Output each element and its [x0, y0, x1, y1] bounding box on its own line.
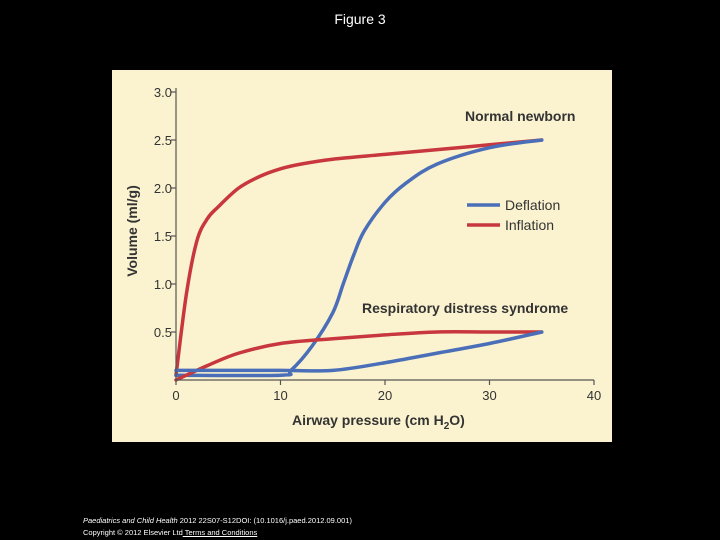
slide-title: Figure 3 [334, 11, 386, 27]
figure-panel: 0.5 1.0 1.5 2.0 2.5 3.0 0 10 20 30 40 Normal newbo… [112, 70, 612, 442]
journal-name: Paediatrics and Child Health [83, 516, 178, 525]
x-axis-title-subscript: 2 [444, 421, 450, 432]
citation-text: 2012 22S07-S12DOI: (10.1016/j.paed.2012.… [177, 516, 352, 525]
series-respiratory-distress-syndrome-inflation [174, 330, 544, 382]
y-tick-label: 2.0 [154, 181, 172, 196]
y-tick-label: 2.5 [154, 133, 172, 148]
series-respiratory-distress-syndrome-deflation [174, 330, 544, 373]
series-normal-newborn-deflation [174, 138, 544, 378]
x-tick-label: 10 [273, 388, 287, 403]
copyright-text: Copyright © 2012 Elsevier Ltd [83, 528, 183, 537]
curves-layer [174, 138, 544, 382]
series-normal-newborn-inflation [174, 138, 544, 377]
x-axis-title-tail: O) [449, 412, 465, 428]
axes-layer: 0.5 1.0 1.5 2.0 2.5 3.0 0 10 20 30 40 [154, 85, 601, 403]
annotation-normal-newborn: Normal newborn [465, 108, 575, 124]
y-tick-label: 1.5 [154, 229, 172, 244]
x-axis-title-main: Airway pressure (cm H [292, 412, 444, 428]
x-tick-label: 40 [587, 388, 601, 403]
x-tick-label: 0 [172, 388, 179, 403]
pressure-volume-chart: 0.5 1.0 1.5 2.0 2.5 3.0 0 10 20 30 40 Normal newbo… [124, 85, 601, 432]
x-axis-title: Airway pressure (cm H2O) [292, 412, 465, 432]
copyright-line: Copyright © 2012 Elsevier Ltd Terms and … [83, 528, 257, 537]
annotation-rds: Respiratory distress syndrome [362, 300, 568, 316]
legend: Deflation Inflation [467, 197, 560, 233]
y-tick-label: 1.0 [154, 277, 172, 292]
y-tick-label: 3.0 [154, 85, 172, 100]
y-tick-label: 0.5 [154, 325, 172, 340]
x-tick-label: 30 [482, 388, 496, 403]
terms-link[interactable]: Terms and Conditions [182, 528, 258, 537]
legend-deflation-label: Deflation [505, 197, 560, 213]
citation-line: Paediatrics and Child Health 2012 22S07-… [83, 516, 352, 525]
x-tick-label: 20 [378, 388, 392, 403]
y-axis-title: Volume (ml/g) [124, 185, 140, 277]
legend-inflation-label: Inflation [505, 217, 554, 233]
